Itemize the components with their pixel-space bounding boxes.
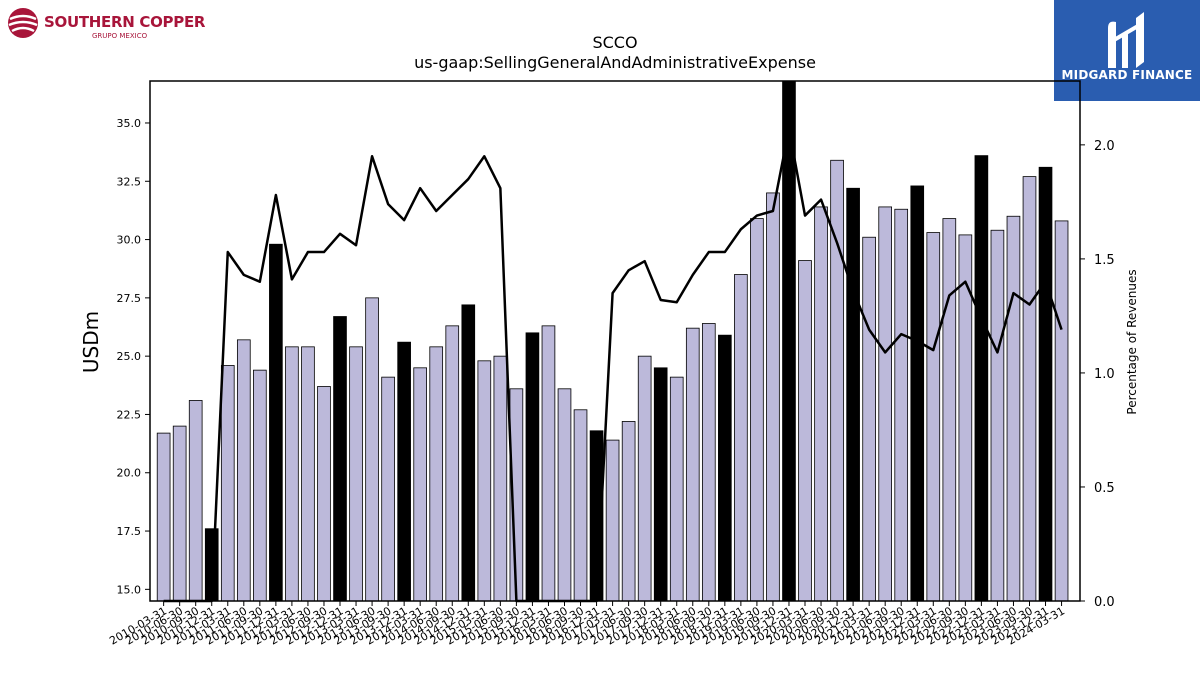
bar (477, 360, 492, 602)
southern-copper-emblem-icon (8, 8, 38, 38)
y-tick-label: 22.5 (117, 408, 142, 421)
bar (413, 367, 427, 602)
bar (942, 218, 957, 602)
bar (253, 369, 267, 602)
bar (493, 355, 508, 602)
midgard-finance-brand: MIDGARD FINANCE (1061, 68, 1193, 82)
bar (734, 274, 748, 602)
bar (172, 425, 187, 602)
bar (830, 159, 844, 602)
bar (605, 439, 620, 602)
bar (1006, 215, 1021, 602)
y-tick-label: 30.0 (117, 234, 142, 247)
bar (365, 297, 379, 602)
y2-tick-label: 1.0 (1094, 367, 1115, 382)
bar (317, 386, 331, 602)
bar (974, 155, 989, 602)
bar (926, 232, 941, 602)
y-tick-label: 17.5 (117, 525, 142, 538)
bar (525, 332, 540, 602)
southern-copper-subtitle: GRUPO MEXICO (92, 32, 148, 40)
bar (846, 187, 860, 602)
y-tick-label: 25.0 (117, 350, 142, 363)
bar (236, 339, 251, 602)
bar (557, 388, 572, 602)
bar (1022, 176, 1037, 602)
y-tick-label: 20.0 (117, 467, 142, 480)
bar (349, 346, 363, 602)
y-tick-label: 27.5 (117, 292, 142, 305)
bar (188, 400, 203, 602)
bar (220, 365, 235, 602)
bar (798, 260, 812, 602)
y-tick-label: 35.0 (117, 117, 142, 130)
bar (573, 409, 588, 602)
bar (621, 421, 636, 602)
bar (285, 346, 299, 602)
bar (301, 346, 315, 602)
bar (894, 208, 909, 602)
bar (750, 218, 764, 602)
bar (429, 346, 444, 602)
bar (718, 334, 732, 602)
bar (156, 432, 171, 602)
bar (333, 316, 347, 602)
bar (990, 229, 1005, 602)
bar (814, 206, 828, 602)
y2-axis-label: Percentage of Revenues (1125, 269, 1139, 414)
bar (541, 325, 556, 602)
bar (685, 327, 700, 602)
bar (701, 323, 716, 602)
y-axis-label: USDm (79, 311, 103, 373)
bar (669, 376, 684, 602)
chart-subtitle: us-gaap:SellingGeneralAndAdministrativeE… (414, 53, 816, 72)
southern-copper-name: SOUTHERN COPPER (44, 13, 206, 31)
y-tick-label: 32.5 (117, 175, 142, 188)
bar (653, 367, 668, 602)
midgard-finance-logo: MIDGARD FINANCE (1054, 0, 1200, 101)
chart-title: SCCO (592, 33, 637, 52)
bar (397, 341, 411, 602)
bar (878, 206, 893, 602)
y-tick-label: 15.0 (117, 583, 142, 596)
bar (461, 304, 476, 602)
plot-area-frame (149, 80, 1081, 602)
y2-tick-label: 0.5 (1094, 481, 1115, 496)
y2-tick-label: 1.5 (1094, 253, 1115, 268)
bar (445, 325, 460, 602)
bar (766, 192, 780, 602)
y2-tick-label: 2.0 (1094, 139, 1115, 154)
midgard-mark-icon (1108, 12, 1144, 69)
bar (637, 355, 652, 602)
bar (269, 243, 283, 602)
southern-copper-logo: SOUTHERN COPPER GRUPO MEXICO (6, 6, 205, 46)
bar (910, 185, 925, 602)
bar (381, 376, 395, 602)
bar (1054, 220, 1069, 602)
bar (1038, 166, 1053, 602)
y2-tick-label: 0.0 (1094, 595, 1115, 610)
bar (862, 236, 876, 602)
percentage-line (163, 127, 1063, 603)
